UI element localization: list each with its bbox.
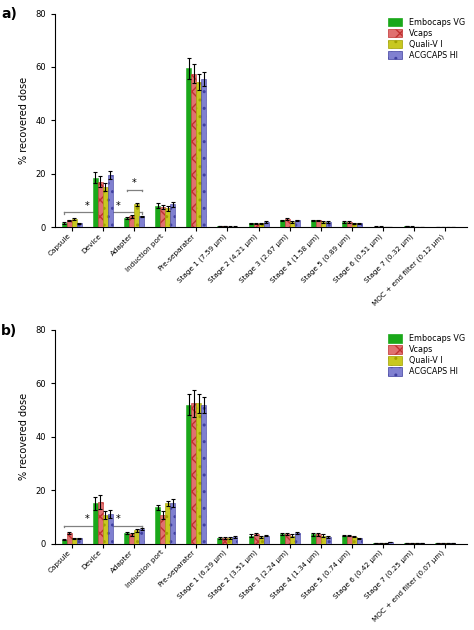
Bar bbox=[232, 537, 237, 544]
Bar bbox=[108, 175, 113, 227]
Legend: Embocaps VG, Vcaps, Quali-V I, ACGCAPS HI: Embocaps VG, Vcaps, Quali-V I, ACGCAPS H… bbox=[385, 332, 467, 379]
Bar bbox=[378, 542, 383, 544]
Y-axis label: % recovered dose: % recovered dose bbox=[19, 393, 29, 480]
Bar bbox=[316, 534, 321, 544]
Bar bbox=[222, 538, 228, 544]
Bar bbox=[165, 209, 170, 227]
Bar bbox=[124, 533, 129, 544]
Bar bbox=[218, 538, 222, 544]
Bar bbox=[93, 178, 98, 227]
Text: *: * bbox=[116, 200, 121, 210]
Bar bbox=[264, 536, 268, 544]
Bar bbox=[321, 222, 326, 227]
Bar bbox=[103, 187, 108, 227]
Bar bbox=[404, 226, 409, 227]
Bar bbox=[285, 219, 290, 227]
Bar bbox=[404, 542, 409, 544]
Bar bbox=[108, 514, 113, 544]
Bar bbox=[357, 223, 362, 227]
Bar bbox=[285, 534, 290, 544]
Bar bbox=[77, 223, 82, 227]
Bar bbox=[134, 530, 139, 544]
Bar bbox=[280, 534, 285, 544]
Bar bbox=[62, 223, 67, 227]
Bar bbox=[326, 222, 331, 227]
Bar bbox=[254, 224, 258, 227]
Bar bbox=[258, 223, 264, 227]
Bar bbox=[342, 222, 347, 227]
Bar bbox=[201, 404, 206, 544]
Bar bbox=[290, 222, 295, 227]
Bar bbox=[264, 222, 268, 227]
Bar bbox=[222, 226, 228, 227]
Bar bbox=[160, 515, 165, 544]
Bar bbox=[196, 82, 201, 227]
Bar bbox=[62, 539, 67, 544]
Bar bbox=[155, 508, 160, 544]
Bar bbox=[352, 537, 357, 544]
Bar bbox=[103, 515, 108, 544]
Bar bbox=[321, 536, 326, 544]
Bar bbox=[295, 533, 300, 544]
Bar bbox=[191, 403, 196, 544]
Bar bbox=[129, 534, 134, 544]
Bar bbox=[357, 538, 362, 544]
Bar bbox=[347, 536, 352, 544]
Bar bbox=[280, 220, 285, 227]
Bar bbox=[201, 79, 206, 227]
Bar bbox=[77, 538, 82, 544]
Bar bbox=[248, 223, 254, 227]
Text: *: * bbox=[116, 514, 121, 524]
Bar bbox=[347, 222, 352, 227]
Bar bbox=[388, 542, 393, 544]
Bar bbox=[316, 220, 321, 227]
Bar bbox=[342, 536, 347, 544]
Text: a): a) bbox=[1, 7, 17, 21]
Bar bbox=[67, 220, 72, 227]
Bar bbox=[155, 206, 160, 227]
Bar bbox=[352, 223, 357, 227]
Bar bbox=[170, 205, 175, 227]
Bar bbox=[311, 534, 316, 544]
Text: b): b) bbox=[1, 324, 18, 338]
Text: *: * bbox=[132, 178, 137, 188]
Y-axis label: % recovered dose: % recovered dose bbox=[19, 77, 29, 164]
Bar bbox=[72, 219, 77, 227]
Bar bbox=[98, 181, 103, 227]
Text: *: * bbox=[85, 514, 90, 524]
Bar bbox=[134, 205, 139, 227]
Bar bbox=[186, 404, 191, 544]
Bar bbox=[139, 217, 144, 227]
Bar bbox=[248, 536, 254, 544]
Bar bbox=[170, 503, 175, 544]
Bar bbox=[295, 220, 300, 227]
Bar bbox=[196, 403, 201, 544]
Legend: Embocaps VG, Vcaps, Quali-V I, ACGCAPS HI: Embocaps VG, Vcaps, Quali-V I, ACGCAPS H… bbox=[385, 16, 467, 62]
Bar bbox=[228, 538, 232, 544]
Bar bbox=[98, 502, 103, 544]
Bar bbox=[254, 534, 258, 544]
Bar bbox=[139, 529, 144, 544]
Bar bbox=[124, 218, 129, 227]
Bar bbox=[67, 533, 72, 544]
Bar bbox=[258, 537, 264, 544]
Bar bbox=[326, 537, 331, 544]
Bar bbox=[129, 217, 134, 227]
Bar bbox=[290, 536, 295, 544]
Bar bbox=[191, 74, 196, 227]
Text: *: * bbox=[85, 200, 90, 210]
Bar bbox=[72, 538, 77, 544]
Bar bbox=[165, 503, 170, 544]
Bar bbox=[93, 503, 98, 544]
Bar bbox=[160, 207, 165, 227]
Bar bbox=[186, 68, 191, 227]
Bar bbox=[218, 226, 222, 227]
Bar bbox=[311, 220, 316, 227]
